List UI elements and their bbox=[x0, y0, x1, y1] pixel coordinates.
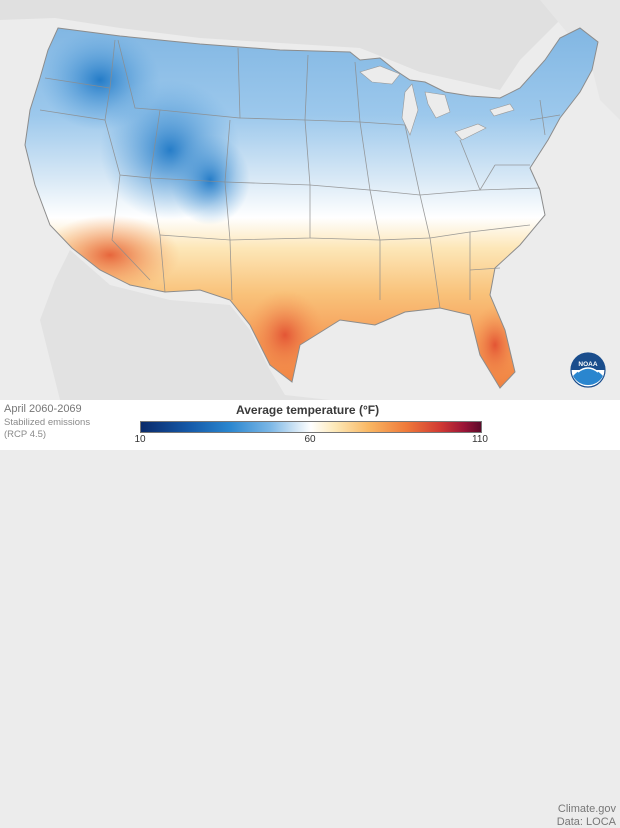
legend-tick-min: 10 bbox=[134, 434, 146, 445]
legend-title: Average temperature (°F) bbox=[236, 403, 380, 417]
us-outline bbox=[24, 27, 599, 389]
lake-huron bbox=[424, 91, 451, 119]
scenario-label: Stabilized emissions (RCP 4.5) bbox=[4, 417, 91, 440]
canada-east-land bbox=[540, 0, 620, 120]
legend-color-bar bbox=[140, 421, 482, 433]
period-label: April 2060-2069 bbox=[4, 403, 82, 415]
legend-tick-max: 110 bbox=[472, 434, 488, 445]
credit-data: Data: LOCA bbox=[556, 816, 616, 828]
state-borders bbox=[39, 39, 561, 309]
lake-ontario bbox=[489, 103, 515, 117]
noaa-logo-icon: NOAA bbox=[570, 352, 606, 388]
credit-source: Climate.gov bbox=[557, 803, 616, 815]
temperature-map: NOAA bbox=[0, 0, 620, 400]
lake-erie bbox=[454, 123, 487, 141]
canada-land bbox=[0, 0, 620, 90]
mexico-land bbox=[40, 250, 330, 400]
noaa-logo-text: NOAA bbox=[578, 361, 597, 368]
legend-tick-mid: 60 bbox=[304, 434, 316, 445]
lake-michigan bbox=[401, 83, 419, 136]
lake-superior bbox=[359, 65, 401, 85]
